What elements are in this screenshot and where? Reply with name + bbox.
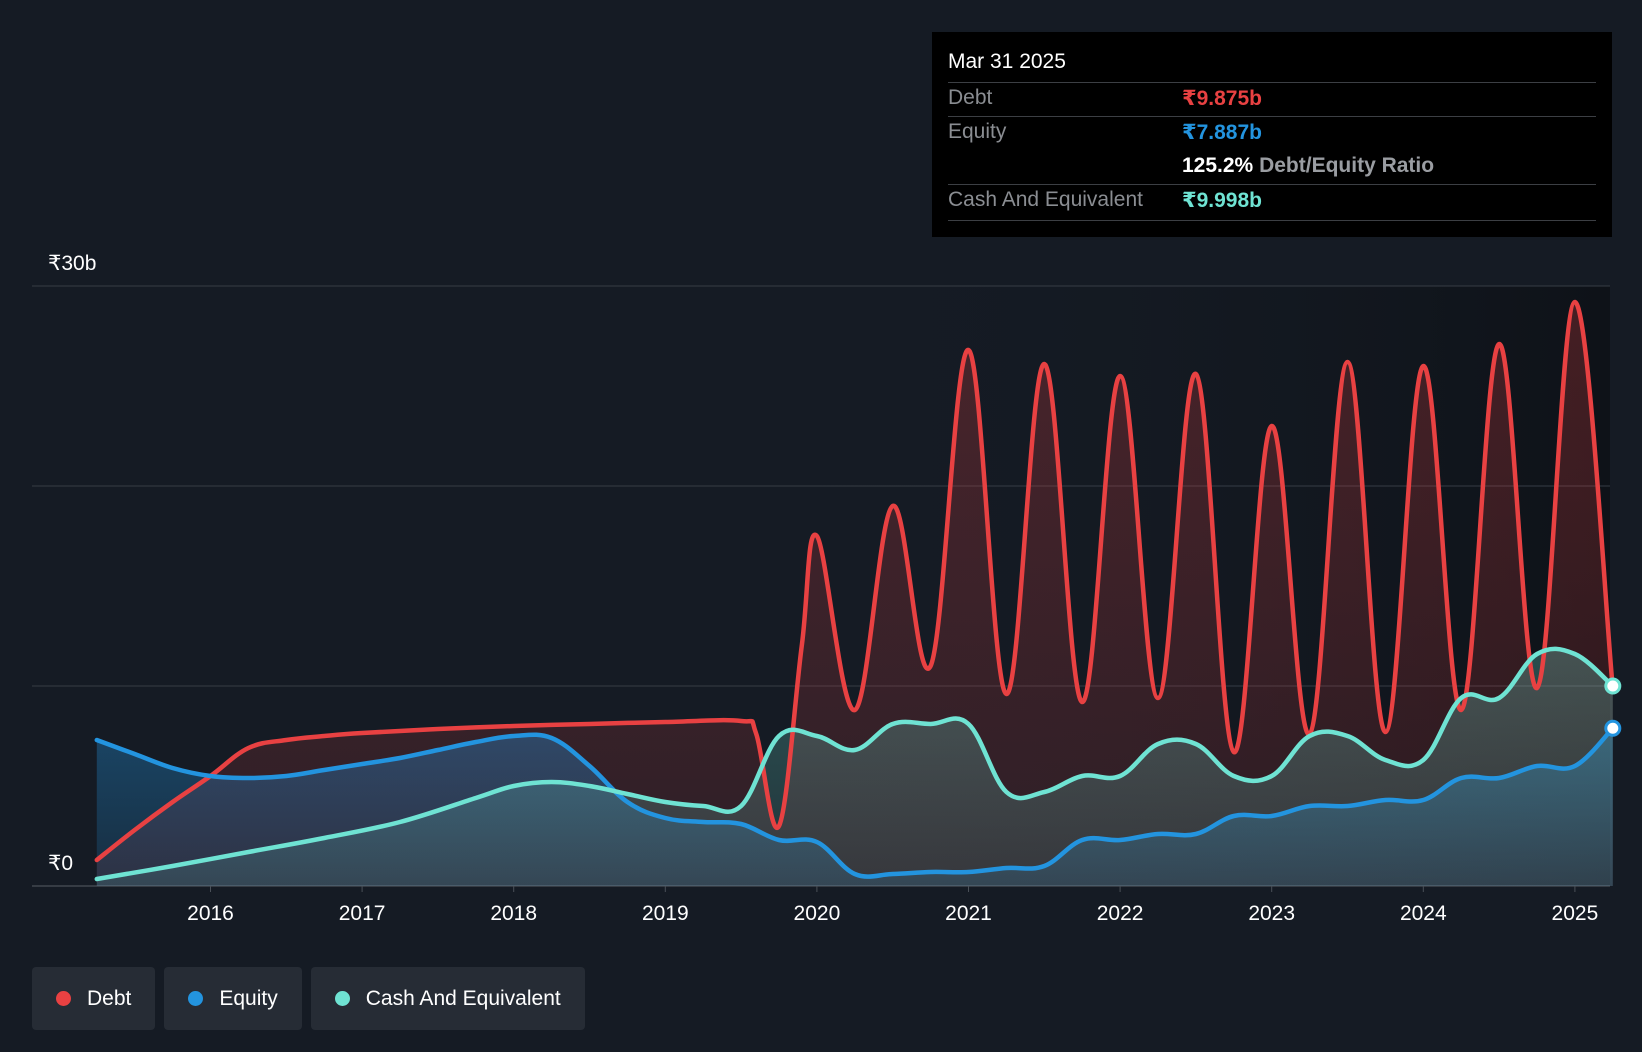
equity-line <box>94 726 1616 879</box>
x-tick-label: 2025 <box>1552 902 1599 925</box>
x-tick-label: 2020 <box>794 902 841 925</box>
legend-item-cash[interactable]: Cash And Equivalent <box>310 967 585 1030</box>
series-lines <box>94 299 1616 882</box>
legend-item-debt[interactable]: Debt <box>32 967 156 1030</box>
series-endpoints <box>1604 677 1622 737</box>
legend-label-equity: Equity <box>219 986 278 1010</box>
y-tick-label: ₹30b <box>48 252 96 275</box>
x-tick-label: 2023 <box>1248 902 1295 925</box>
equity-endpoint <box>1604 719 1622 737</box>
tooltip-divider <box>948 220 1596 221</box>
tooltip-date: Mar 31 2025 <box>948 50 1066 73</box>
cash-area <box>96 648 1613 886</box>
tooltip-debt-label: Debt <box>948 86 993 109</box>
cash-endpoint <box>1604 677 1622 695</box>
x-axis-labels: 2016 2017 2018 2019 2020 2021 2022 2023 2024 2025 <box>187 886 1598 925</box>
tooltip-divider <box>948 116 1596 117</box>
y-axis-labels: ₹30b ₹0 <box>48 252 96 875</box>
debt-line <box>94 299 1616 863</box>
tooltip-equity-value: ₹7.887b <box>1182 121 1262 144</box>
tooltip-cash-label: Cash And Equivalent <box>948 188 1143 211</box>
legend-label-cash: Cash And Equivalent <box>365 986 561 1010</box>
tooltip: Mar 31 2025 Debt ₹9.875b Equity ₹7.887b … <box>932 32 1612 237</box>
cash-line <box>94 646 1616 882</box>
tooltip-cash-value: ₹9.998b <box>1182 189 1262 212</box>
legend-dot-cash <box>334 991 350 1006</box>
x-tick-label: 2018 <box>490 902 537 925</box>
legend: Debt Equity Cash And Equivalent <box>32 967 585 1030</box>
tooltip-divider <box>948 184 1596 185</box>
legend-dot-equity <box>188 991 204 1006</box>
legend-label-debt: Debt <box>87 986 132 1010</box>
tooltip-ratio: 125.2% Debt/Equity Ratio <box>1182 154 1434 178</box>
tooltip-ratio-label: Debt/Equity Ratio <box>1259 154 1435 177</box>
x-tick-label: 2017 <box>339 902 386 925</box>
x-tick-label: 2021 <box>945 902 992 925</box>
tooltip-debt-value: ₹9.875b <box>1182 87 1262 110</box>
tooltip-equity-label: Equity <box>948 120 1007 143</box>
x-tick-label: 2024 <box>1400 902 1447 925</box>
legend-item-equity[interactable]: Equity <box>164 967 302 1030</box>
tooltip-divider <box>948 82 1596 83</box>
y-tick-label: ₹0 <box>48 852 73 875</box>
x-tick-label: 2019 <box>642 902 689 925</box>
legend-dot-debt <box>56 991 71 1006</box>
tooltip-ratio-value: 125.2% <box>1182 154 1254 177</box>
x-tick-label: 2022 <box>1097 902 1144 925</box>
x-tick-label: 2016 <box>187 902 234 925</box>
